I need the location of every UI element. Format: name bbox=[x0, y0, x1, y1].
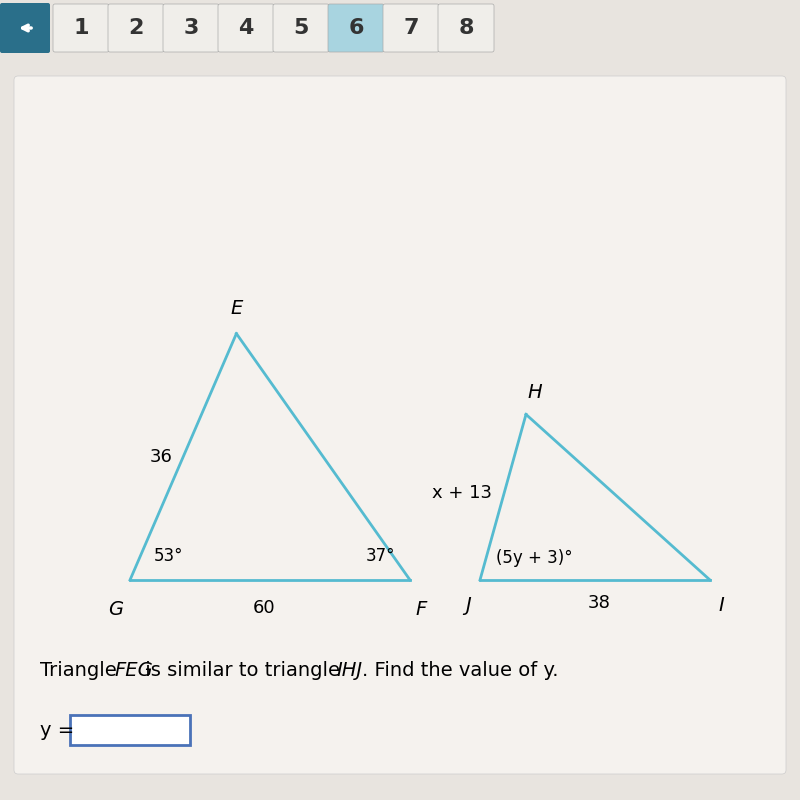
Text: 53°: 53° bbox=[154, 546, 183, 565]
FancyBboxPatch shape bbox=[438, 4, 494, 52]
Text: 36: 36 bbox=[150, 448, 172, 466]
FancyBboxPatch shape bbox=[328, 4, 384, 52]
Text: 8: 8 bbox=[458, 18, 474, 38]
Text: (5y + 3)°: (5y + 3)° bbox=[496, 550, 573, 567]
Text: J: J bbox=[466, 596, 471, 615]
FancyBboxPatch shape bbox=[53, 4, 109, 52]
Text: 6: 6 bbox=[348, 18, 364, 38]
Text: 4: 4 bbox=[238, 18, 254, 38]
FancyBboxPatch shape bbox=[383, 4, 439, 52]
FancyBboxPatch shape bbox=[0, 3, 50, 53]
Text: y =: y = bbox=[40, 721, 74, 739]
Text: 38: 38 bbox=[588, 594, 611, 612]
Text: G: G bbox=[109, 600, 123, 618]
Text: F: F bbox=[415, 600, 427, 618]
Text: is similar to triangle: is similar to triangle bbox=[139, 661, 346, 679]
Text: I: I bbox=[718, 596, 724, 615]
Text: . Find the value of y.: . Find the value of y. bbox=[362, 661, 558, 679]
Text: 1: 1 bbox=[74, 18, 89, 38]
Text: IHJ: IHJ bbox=[337, 661, 363, 679]
Text: 5: 5 bbox=[294, 18, 309, 38]
FancyBboxPatch shape bbox=[14, 76, 786, 774]
Text: H: H bbox=[528, 382, 542, 402]
FancyBboxPatch shape bbox=[70, 715, 190, 745]
Text: 7: 7 bbox=[403, 18, 418, 38]
Text: FEG: FEG bbox=[114, 661, 153, 679]
Text: 3: 3 bbox=[183, 18, 198, 38]
Text: 2: 2 bbox=[128, 18, 144, 38]
Text: 60: 60 bbox=[253, 599, 276, 617]
FancyBboxPatch shape bbox=[218, 4, 274, 52]
Text: 37°: 37° bbox=[365, 546, 394, 565]
Text: x + 13: x + 13 bbox=[432, 483, 491, 502]
FancyBboxPatch shape bbox=[163, 4, 219, 52]
FancyBboxPatch shape bbox=[273, 4, 329, 52]
Text: E: E bbox=[230, 299, 242, 318]
Text: Triangle: Triangle bbox=[40, 661, 123, 679]
FancyBboxPatch shape bbox=[108, 4, 164, 52]
